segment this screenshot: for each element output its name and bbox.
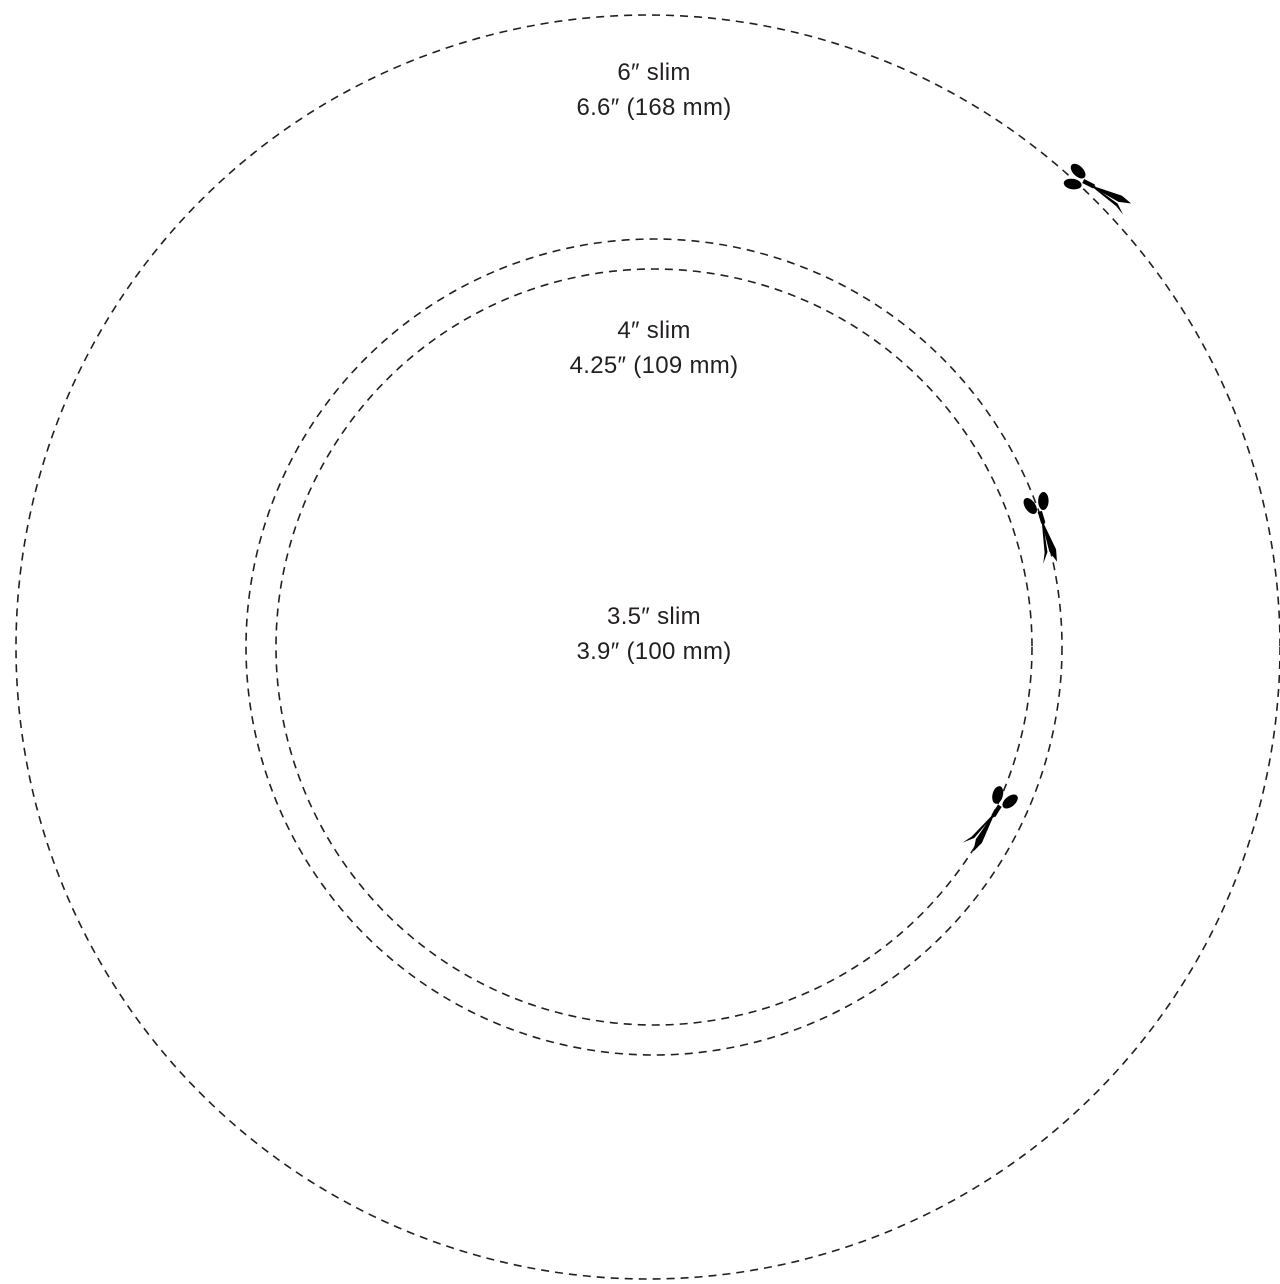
- ring-3-5-inch-cut-line: [275, 268, 1033, 1026]
- scissors-icon: [958, 781, 1023, 859]
- ring-4-inch-diameter-label: 4.25″ (109 mm): [570, 352, 739, 379]
- ring-6-inch-diameter-label: 6.6″ (168 mm): [576, 94, 731, 121]
- ring-6-inch: 6″ slim 6.6″ (168 mm): [15, 14, 1280, 1280]
- ring-6-inch-label: 6″ slim 6.6″ (168 mm): [576, 59, 731, 121]
- ring-4-inch-size-label: 4″ slim: [617, 317, 690, 344]
- ring-6-inch-size-label: 6″ slim: [617, 59, 690, 86]
- ring-4-inch: 4″ slim 4.25″ (109 mm): [245, 238, 1069, 1056]
- ring-3-5-inch: 3.5″ slim 3.9″ (100 mm): [275, 268, 1033, 1026]
- scissors-icon: [1059, 159, 1137, 219]
- ring-3-5-inch-size-label: 3.5″ slim: [607, 603, 701, 630]
- ring-4-inch-cut-line: [245, 238, 1063, 1056]
- ring-3-5-inch-label: 3.5″ slim 3.9″ (100 mm): [576, 603, 731, 665]
- ring-3-5-inch-diameter-label: 3.9″ (100 mm): [576, 638, 731, 665]
- scissors-icon: [1019, 488, 1069, 567]
- ring-4-inch-label: 4″ slim 4.25″ (109 mm): [570, 317, 739, 379]
